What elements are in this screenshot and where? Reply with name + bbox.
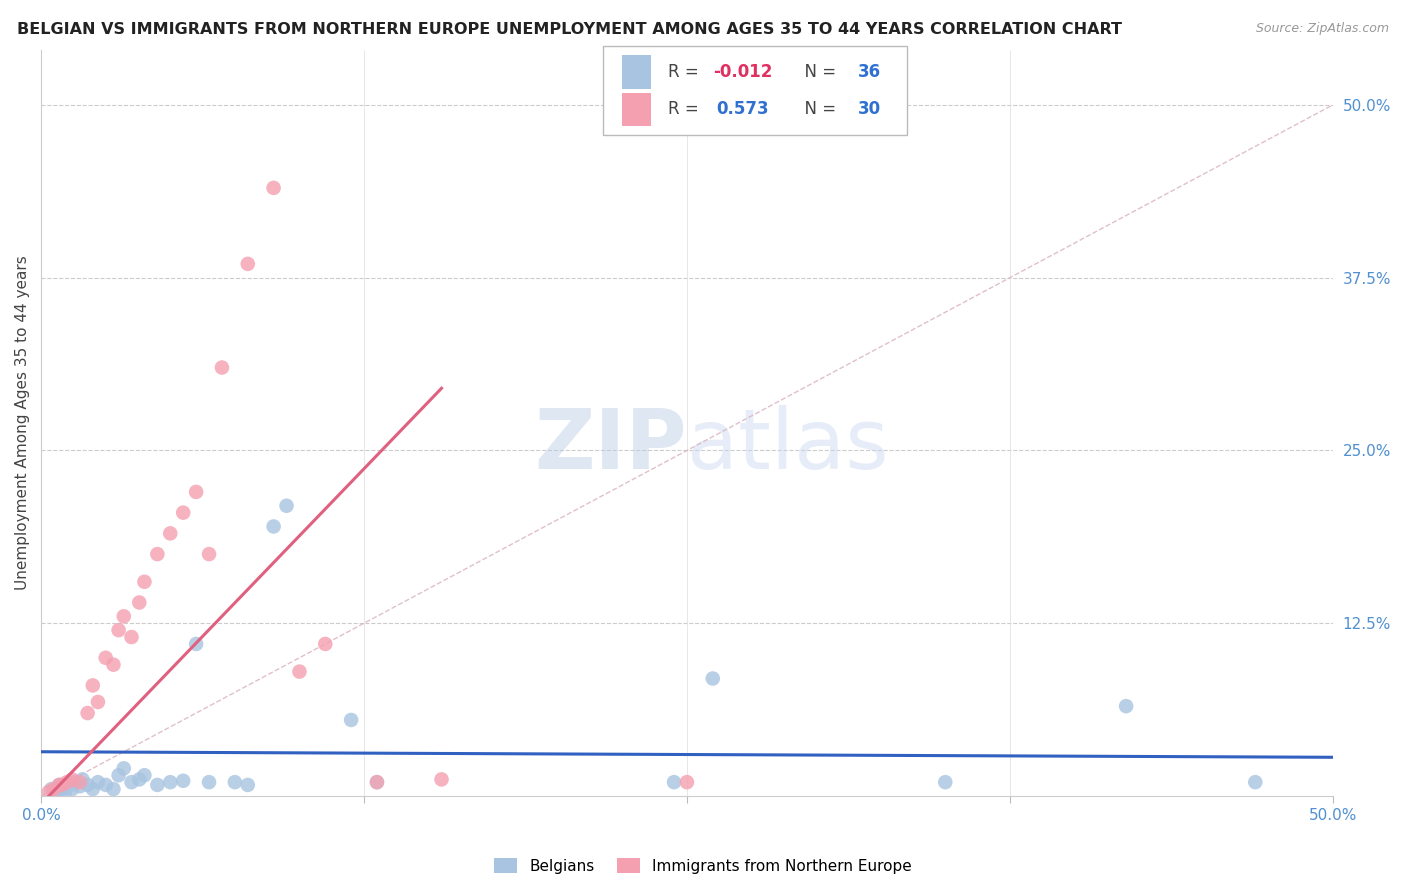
Point <box>198 775 221 789</box>
Point <box>87 695 110 709</box>
FancyBboxPatch shape <box>603 45 907 136</box>
Point <box>87 775 110 789</box>
Point <box>430 772 453 787</box>
Point <box>48 778 70 792</box>
Point <box>128 595 150 609</box>
Point <box>172 773 194 788</box>
Point <box>82 678 104 692</box>
Text: 30: 30 <box>858 101 880 119</box>
Point <box>366 775 388 789</box>
Point <box>263 519 285 533</box>
Point <box>276 499 298 513</box>
FancyBboxPatch shape <box>623 93 651 126</box>
Point <box>934 775 956 789</box>
Text: -0.012: -0.012 <box>713 63 772 81</box>
Point <box>1244 775 1267 789</box>
Text: Source: ZipAtlas.com: Source: ZipAtlas.com <box>1256 22 1389 36</box>
Point <box>56 780 79 795</box>
Point <box>676 775 699 789</box>
Point <box>263 181 285 195</box>
Text: BELGIAN VS IMMIGRANTS FROM NORTHERN EUROPE UNEMPLOYMENT AMONG AGES 35 TO 44 YEAR: BELGIAN VS IMMIGRANTS FROM NORTHERN EURO… <box>17 22 1122 37</box>
Point <box>340 713 363 727</box>
Text: ZIP: ZIP <box>534 405 688 486</box>
Point <box>94 778 117 792</box>
Point <box>128 772 150 787</box>
Point <box>103 657 125 672</box>
Point <box>121 630 143 644</box>
Point <box>121 775 143 789</box>
Point <box>41 782 63 797</box>
Point <box>60 772 83 787</box>
Point <box>82 782 104 797</box>
Point <box>103 782 125 797</box>
Point <box>198 547 221 561</box>
Text: R =: R = <box>668 63 703 81</box>
Point <box>159 526 181 541</box>
Point <box>702 672 724 686</box>
Point <box>38 785 60 799</box>
Point <box>134 574 156 589</box>
Point <box>48 778 70 792</box>
Point <box>314 637 336 651</box>
Text: N =: N = <box>794 63 842 81</box>
Point <box>184 637 207 651</box>
Point <box>224 775 246 789</box>
Point <box>69 780 91 794</box>
Text: N =: N = <box>794 101 842 119</box>
Text: atlas: atlas <box>688 405 889 486</box>
Point <box>76 778 98 792</box>
Point <box>211 360 233 375</box>
Point <box>76 706 98 720</box>
Point <box>42 782 65 797</box>
Point <box>172 506 194 520</box>
Point <box>60 782 83 797</box>
Point <box>184 484 207 499</box>
Text: R =: R = <box>668 101 709 119</box>
Point <box>69 775 91 789</box>
Point <box>146 547 169 561</box>
Point <box>112 609 135 624</box>
Point <box>51 778 73 792</box>
Point <box>45 785 67 799</box>
Text: 36: 36 <box>858 63 880 81</box>
Point <box>107 768 129 782</box>
Point <box>107 623 129 637</box>
Point <box>94 650 117 665</box>
Point <box>134 768 156 782</box>
Point <box>146 778 169 792</box>
Point <box>63 775 86 789</box>
Y-axis label: Unemployment Among Ages 35 to 44 years: Unemployment Among Ages 35 to 44 years <box>15 255 30 591</box>
Point <box>662 775 685 789</box>
Point <box>288 665 311 679</box>
Point <box>112 761 135 775</box>
Point <box>1115 699 1137 714</box>
Point <box>236 257 259 271</box>
Point <box>53 786 76 800</box>
Point <box>56 775 79 789</box>
Point <box>366 775 388 789</box>
Text: 0.573: 0.573 <box>717 101 769 119</box>
Point <box>51 783 73 797</box>
Point <box>72 772 94 787</box>
Point <box>159 775 181 789</box>
FancyBboxPatch shape <box>623 55 651 89</box>
Legend: Belgians, Immigrants from Northern Europe: Belgians, Immigrants from Northern Europ… <box>488 852 918 880</box>
Point <box>236 778 259 792</box>
